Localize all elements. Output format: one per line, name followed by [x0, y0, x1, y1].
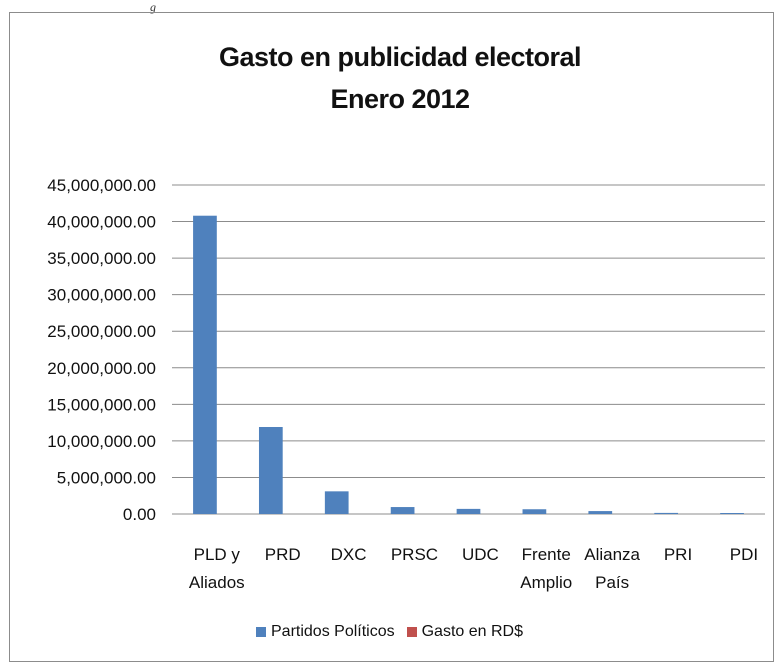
legend-swatch [406, 627, 417, 637]
x-category-label: PLD y [194, 545, 241, 564]
legend-item: Partidos Políticos [256, 623, 395, 641]
chart-title: Gasto en publicidad electoral [218, 42, 582, 72]
legend-label: Gasto en RD$ [421, 623, 523, 640]
bar-partidos-6 [588, 511, 613, 514]
legend-label: Partidos Políticos [271, 623, 395, 640]
y-tick-label: 40,000,000.00 [47, 213, 156, 232]
y-tick-label: 20,000,000.00 [47, 359, 156, 378]
y-tick-label: 0.00 [123, 505, 156, 524]
y-tick-label: 5,000,000.00 [57, 468, 156, 487]
bar-chart: 0.00 5,000,000.00 10,000,000.00 15,000,000.… [47, 176, 765, 592]
y-tick-label: 25,000,000.00 [47, 322, 156, 341]
chart-frame [9, 12, 774, 662]
chart-legend: Partidos Políticos Gasto en RD$ [0, 623, 779, 642]
bar-partidos-5 [522, 509, 547, 514]
x-category-label: Amplio [520, 573, 572, 592]
x-category-label: Alianza [584, 545, 640, 564]
chart-subtitle: Enero 2012 [330, 84, 470, 114]
y-tick-label: 30,000,000.00 [47, 286, 156, 305]
top-text-fragment: g [150, 0, 156, 14]
bar-partidos-3 [390, 507, 415, 514]
legend-swatch [256, 627, 266, 637]
bar-partidos-8 [720, 513, 744, 514]
bar-partidos-2 [324, 491, 349, 514]
bar-partidos-7 [654, 512, 679, 514]
y-tick-label: 35,000,000.00 [47, 249, 156, 268]
y-tick-label: 45,000,000.00 [47, 176, 156, 195]
x-category-label: País [595, 573, 629, 592]
x-category-label: PDI [730, 545, 758, 564]
x-category-label: DXC [331, 545, 367, 564]
y-tick-label: 10,000,000.00 [47, 432, 156, 451]
y-tick-label: 15,000,000.00 [47, 395, 156, 414]
x-category-label: PRI [664, 545, 692, 564]
bar-partidos-1 [258, 426, 283, 514]
x-category-label: Aliados [189, 573, 245, 592]
x-category-label: Frente [522, 545, 571, 564]
x-category-label: UDC [462, 545, 499, 564]
bar-partidos-4 [456, 508, 481, 514]
x-category-label: PRD [265, 545, 301, 564]
legend-item: Gasto en RD$ [406, 623, 523, 641]
bar-partidos-0 [193, 215, 217, 514]
x-category-label: PRSC [391, 545, 438, 564]
